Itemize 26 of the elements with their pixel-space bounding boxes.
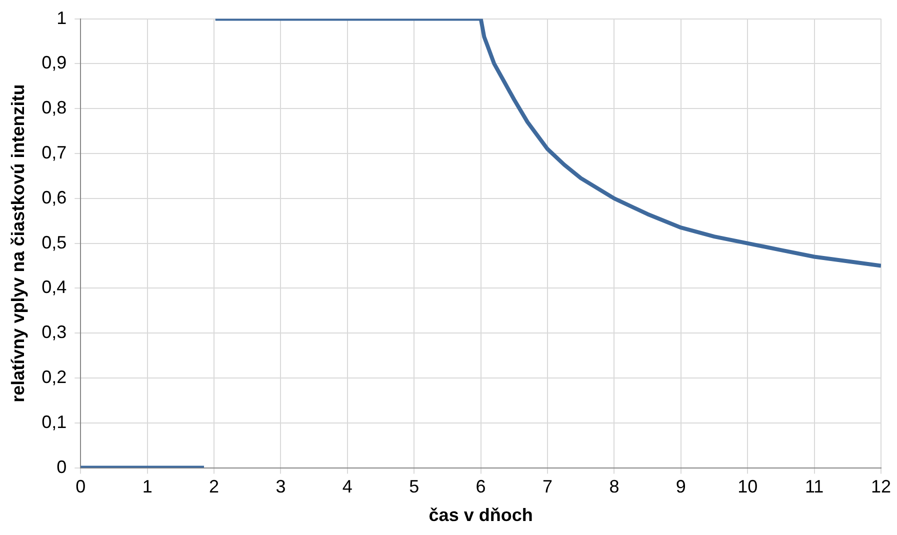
y-tick-label: 0,9 xyxy=(42,52,67,73)
x-tick-label: 10 xyxy=(738,476,758,497)
y-tick-label: 0,3 xyxy=(42,322,67,342)
x-tick-label: 12 xyxy=(870,476,892,497)
y-axis-title: relatívny vplyv na čiastkovú intenzitu xyxy=(8,84,28,402)
x-tick-label: 8 xyxy=(609,476,620,497)
x-tick-label: 4 xyxy=(342,476,352,497)
y-tick-label: 0,8 xyxy=(42,98,67,118)
y-tick-label: 0,2 xyxy=(42,366,67,387)
y-tick-label: 1 xyxy=(56,8,67,28)
x-tick-label: 0 xyxy=(76,476,86,497)
x-tick-label: 9 xyxy=(676,476,686,497)
x-tick-label: 5 xyxy=(409,476,420,497)
y-tick-label: 0 xyxy=(56,456,67,477)
x-tick-label: 11 xyxy=(804,476,824,497)
y-tick-label: 0,7 xyxy=(42,142,67,162)
x-tick-label: 2 xyxy=(209,476,220,497)
x-tick-label: 3 xyxy=(276,476,286,497)
y-tick-label: 0,5 xyxy=(42,232,67,252)
y-tick-label: 0,1 xyxy=(42,412,67,432)
x-tick-label: 7 xyxy=(542,476,553,497)
y-tick-label: 0,4 xyxy=(42,277,67,298)
x-tick-label: 1 xyxy=(142,476,152,497)
y-tick-label: 0,6 xyxy=(42,187,67,208)
x-axis-title: čas v dňoch xyxy=(428,505,533,526)
x-tick-label: 6 xyxy=(476,476,486,497)
